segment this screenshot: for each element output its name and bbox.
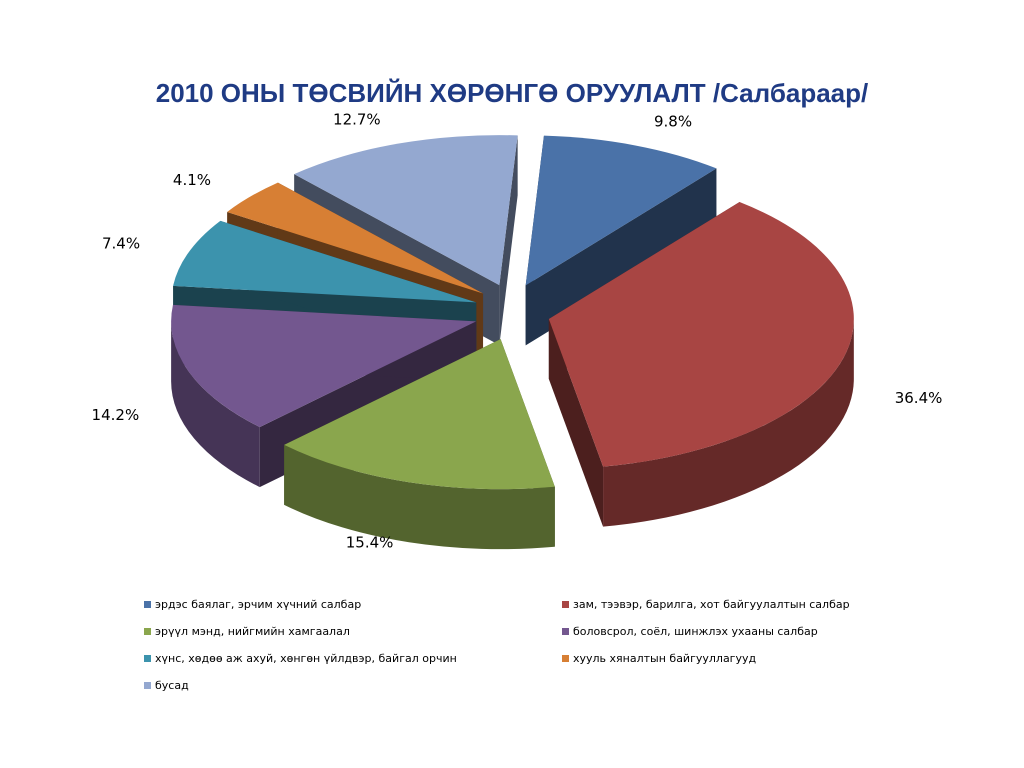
legend-swatch: [144, 682, 151, 689]
pie-slice-0: [525, 135, 717, 286]
data-label-0: 9.8%: [654, 113, 692, 131]
pie-labels: 9.8% 36.4% 15.4% 14.2% 7.4% 4.1% 12.7%: [92, 111, 943, 552]
pie-slice-3: [171, 304, 477, 428]
legend-item: хууль хяналтын байгууллагууд: [562, 652, 756, 665]
pie-slice-5: [227, 182, 484, 294]
legend-label: эрдэс баялаг, эрчим хүчний салбар: [155, 598, 362, 611]
pie-slice-1: [548, 201, 854, 467]
data-label-5: 4.1%: [173, 171, 211, 189]
slice-wall-1-1: [548, 319, 604, 527]
data-label-4: 7.4%: [102, 234, 140, 252]
legend-item: боловсрол, соёл, шинжлэх ухааны салбар: [562, 625, 818, 638]
legend-swatch: [562, 601, 569, 608]
legend-swatch: [562, 628, 569, 635]
legend-swatch: [144, 655, 151, 662]
slice-wall-6-1: [499, 135, 518, 346]
chart-title: 2010 ОНЫ ТӨСВИЙН ХӨРӨНГӨ ОРУУЛАЛТ /Салба…: [155, 78, 869, 108]
slice-outer-wall-1: [603, 319, 854, 527]
legend-swatch: [144, 601, 151, 608]
legend-label: хууль хяналтын байгууллагууд: [573, 652, 757, 665]
data-label-1: 36.4%: [895, 389, 943, 407]
legend-item: эрдэс баялаг, эрчим хүчний салбар: [144, 598, 361, 611]
pie-chart: 9.8% 36.4% 15.4% 14.2% 7.4% 4.1% 12.7%: [92, 111, 943, 552]
pie-slice-6: [294, 135, 518, 286]
legend-item: бусад: [144, 679, 189, 692]
slice-wall-0-1: [525, 168, 717, 346]
legend-label: эрүүл мэнд, нийгмийн хамгаалал: [155, 625, 350, 638]
legend-label: бусад: [155, 679, 189, 692]
legend-swatch: [562, 655, 569, 662]
legend-item: зам, тээвэр, барилга, хот байгуулалтын с…: [562, 598, 850, 611]
data-label-3: 14.2%: [92, 406, 140, 424]
legend-item: эрүүл мэнд, нийгмийн хамгаалал: [144, 625, 350, 638]
pie-slice-4: [173, 220, 477, 303]
legend-item: хүнс, хөдөө аж ахуй, хөнгөн үйлдвэр, бай…: [144, 652, 457, 665]
legend-label: боловсрол, соёл, шинжлэх ухааны салбар: [573, 625, 818, 638]
slice-outer-wall-2: [284, 444, 555, 550]
legend-swatch: [144, 628, 151, 635]
pie-slice-2: [284, 339, 555, 490]
legend-label: хүнс, хөдөө аж ахуй, хөнгөн үйлдвэр, бай…: [155, 652, 457, 665]
legend-label: зам, тээвэр, барилга, хот байгуулалтын с…: [573, 598, 850, 611]
slice-outer-wall-3: [171, 321, 260, 488]
data-label-6: 12.7%: [333, 111, 381, 129]
pie-tops: [171, 135, 854, 490]
data-label-2: 15.4%: [346, 534, 394, 552]
